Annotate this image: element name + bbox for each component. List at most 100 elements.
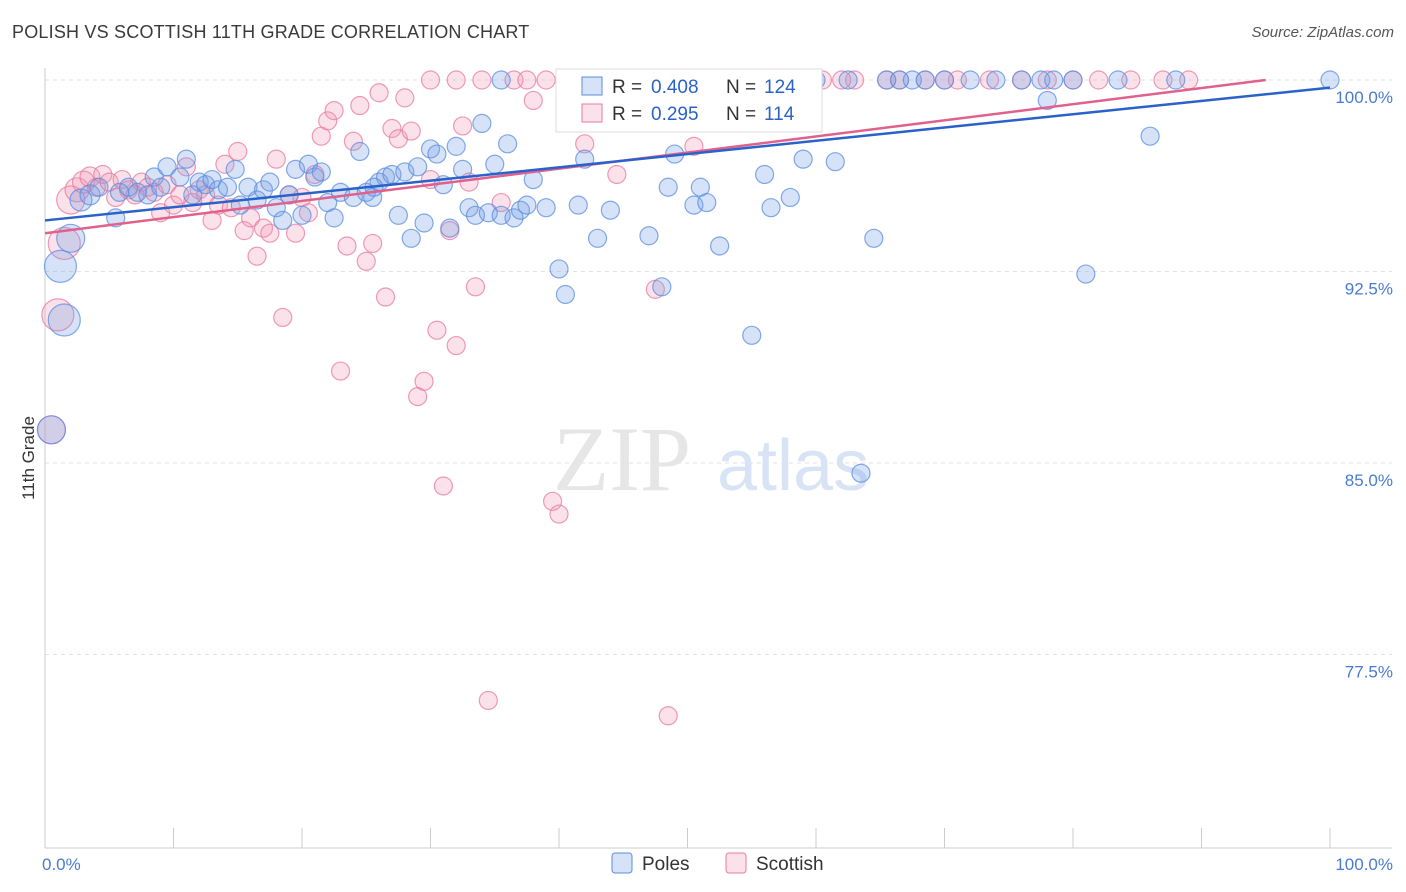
poles-point [440,218,460,238]
series-swatch-scottish [725,852,747,874]
poles-point [1037,90,1057,111]
scottish-point [446,70,466,90]
poles-point [118,177,139,197]
poles-point [43,249,78,283]
poles-point [144,167,164,187]
legend-swatch-poles [581,76,603,96]
poles-point [36,415,67,445]
y-axis-label: 11th Grade [19,416,38,500]
poles-point [196,175,216,195]
scottish-point [832,70,852,90]
poles-point [485,154,505,174]
poles-point [459,198,479,218]
poles-point [652,277,672,297]
poles-point [555,284,576,305]
legend-n-label-scottish: N = [726,104,756,125]
poles-point [915,70,935,90]
scottish-point [260,223,280,243]
poles-point [472,113,492,134]
x-tick-label: 100.0% [1335,855,1393,874]
poles-point [311,162,331,182]
scottish-point [215,154,235,174]
scottish-point [273,307,293,328]
poles-point [510,200,531,220]
scottish-point [658,706,678,726]
poles-point [225,159,245,179]
poles-point [600,200,621,220]
scottish-point [1089,70,1109,90]
poles-point [960,70,980,90]
poles-point [89,177,109,197]
poles-point [420,139,441,159]
series-label-poles: Poles [642,854,690,875]
poles-point [986,70,1006,90]
scottish-point [1037,70,1057,90]
poles-point [414,213,434,233]
scottish-point [228,141,248,162]
series-label-scottish: Scottish [756,854,824,875]
scottish-point [549,504,569,524]
poles-point [273,210,293,231]
scottish-point [363,233,383,254]
poles-point [1166,70,1186,90]
y-tick-label: 100.0% [1335,88,1393,107]
poles-point [157,157,177,177]
poles-point [639,226,659,246]
poles-point [864,228,884,248]
scottish-point [253,218,274,238]
scottish-point [318,111,338,131]
poles-point [587,228,608,248]
scottish-point [324,101,344,121]
poles-point [825,152,845,172]
series-legend: Poles Scottish [611,852,824,875]
poles-point [498,134,518,154]
poles-point [934,70,955,90]
legend-n-value-scottish: 114 [764,104,795,125]
scottish-point [247,246,267,266]
scottish-point [343,131,363,151]
poles-point [658,177,678,197]
poles-point [151,177,171,197]
poles-point [536,198,556,218]
poles-point [408,157,428,177]
chart-title: POLISH VS SCOTTISH 11TH GRADE CORRELATIO… [12,22,530,42]
poles-point [504,208,524,228]
watermark: ZIP atlas [553,408,869,510]
poles-point [47,303,81,337]
scottish-point [420,70,441,90]
poles-trend-line [44,86,1331,222]
scottish-point [395,88,415,108]
legend-r-label-poles: R = [612,77,642,98]
poles-point [754,164,775,185]
poles-point [780,187,800,208]
poles-point [350,141,370,162]
poles-point [697,192,717,213]
scottish-point [523,90,543,111]
poles-point [491,70,511,90]
poles-point [285,159,306,179]
watermark-zip: ZIP [553,408,691,510]
poles-point [170,167,190,187]
poles-point [793,149,813,169]
poles-point [1140,126,1160,146]
scottish-point [285,223,306,243]
poles-point [1108,70,1128,90]
poles-point [176,149,196,169]
scottish-point [478,690,498,711]
source-credit: Source: ZipAtlas.com [1251,24,1394,41]
poles-point [742,325,762,345]
poles-point [838,70,858,90]
poles-point [1076,264,1096,284]
y-tick-label: 85.0% [1345,471,1393,490]
poles-point [217,177,238,197]
scottish-point [266,149,286,169]
tick-labels: 77.5% 85.0% 92.5% 100.0% 0.0% 100.0% [42,88,1393,874]
scottish-point [427,320,447,340]
trend-lines [44,78,1331,235]
poles-point [710,236,730,256]
legend-swatch-scottish [581,103,603,123]
poles-point [1063,70,1083,90]
scottish-point [93,164,113,185]
poles-point [305,167,325,187]
